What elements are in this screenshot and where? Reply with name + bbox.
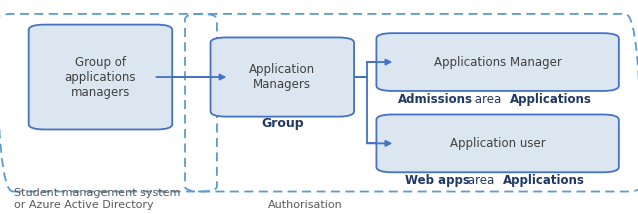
Text: Group of
applications
managers: Group of applications managers — [64, 56, 137, 98]
Text: Group: Group — [261, 117, 304, 130]
Text: Applications: Applications — [510, 93, 591, 106]
Text: area: area — [464, 174, 498, 187]
FancyBboxPatch shape — [376, 114, 619, 172]
Text: Web apps: Web apps — [405, 174, 470, 187]
FancyBboxPatch shape — [211, 37, 354, 117]
Text: Admissions: Admissions — [397, 93, 473, 106]
Text: Student management system
or Azure Active Directory: Student management system or Azure Activ… — [14, 188, 181, 210]
Text: Applications Manager: Applications Manager — [434, 56, 561, 68]
FancyBboxPatch shape — [29, 25, 172, 129]
Text: Applications: Applications — [503, 174, 584, 187]
Text: Application user: Application user — [450, 137, 545, 150]
Text: area: area — [471, 93, 505, 106]
Text: Application
Managers: Application Managers — [249, 63, 315, 91]
FancyBboxPatch shape — [376, 33, 619, 91]
Text: Authorisation: Authorisation — [268, 200, 343, 210]
